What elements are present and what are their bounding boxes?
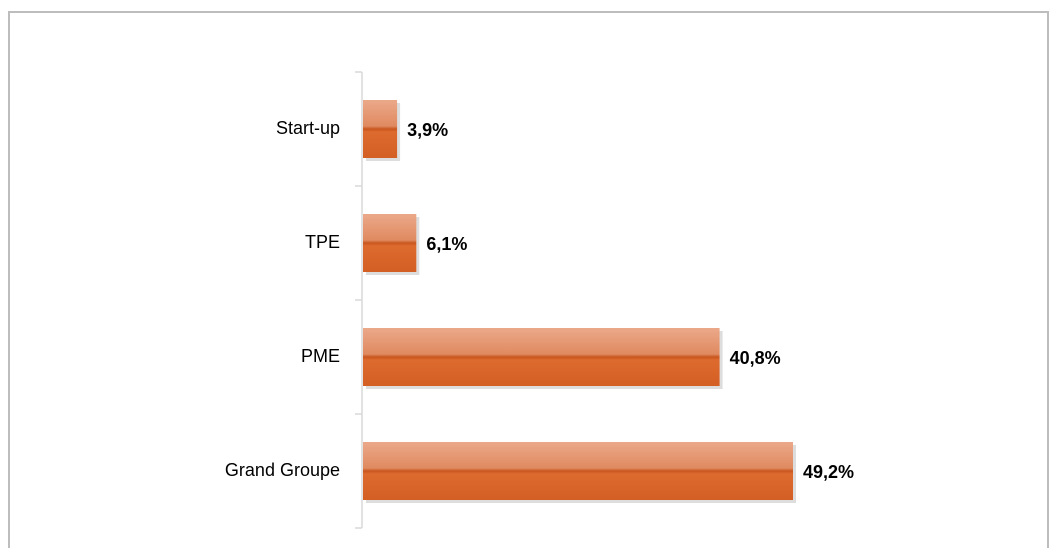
- y-tick-label: Grand Groupe: [225, 460, 340, 480]
- frame: [8, 11, 1049, 548]
- y-tick-label: Start-up: [276, 118, 340, 138]
- bar: [363, 214, 417, 272]
- bar: [363, 442, 793, 500]
- value-label: 6,1%: [426, 234, 467, 254]
- value-label: 49,2%: [803, 462, 854, 482]
- bar: [363, 328, 720, 386]
- bar: [363, 100, 398, 158]
- value-label: 40,8%: [730, 348, 781, 368]
- value-label: 3,9%: [407, 120, 448, 140]
- y-tick-label: PME: [301, 346, 340, 366]
- y-tick-label: TPE: [305, 232, 340, 252]
